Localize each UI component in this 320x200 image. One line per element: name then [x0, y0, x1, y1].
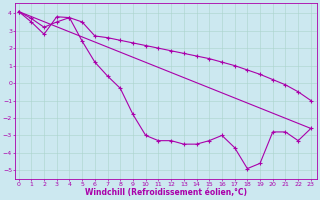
- X-axis label: Windchill (Refroidissement éolien,°C): Windchill (Refroidissement éolien,°C): [85, 188, 247, 197]
